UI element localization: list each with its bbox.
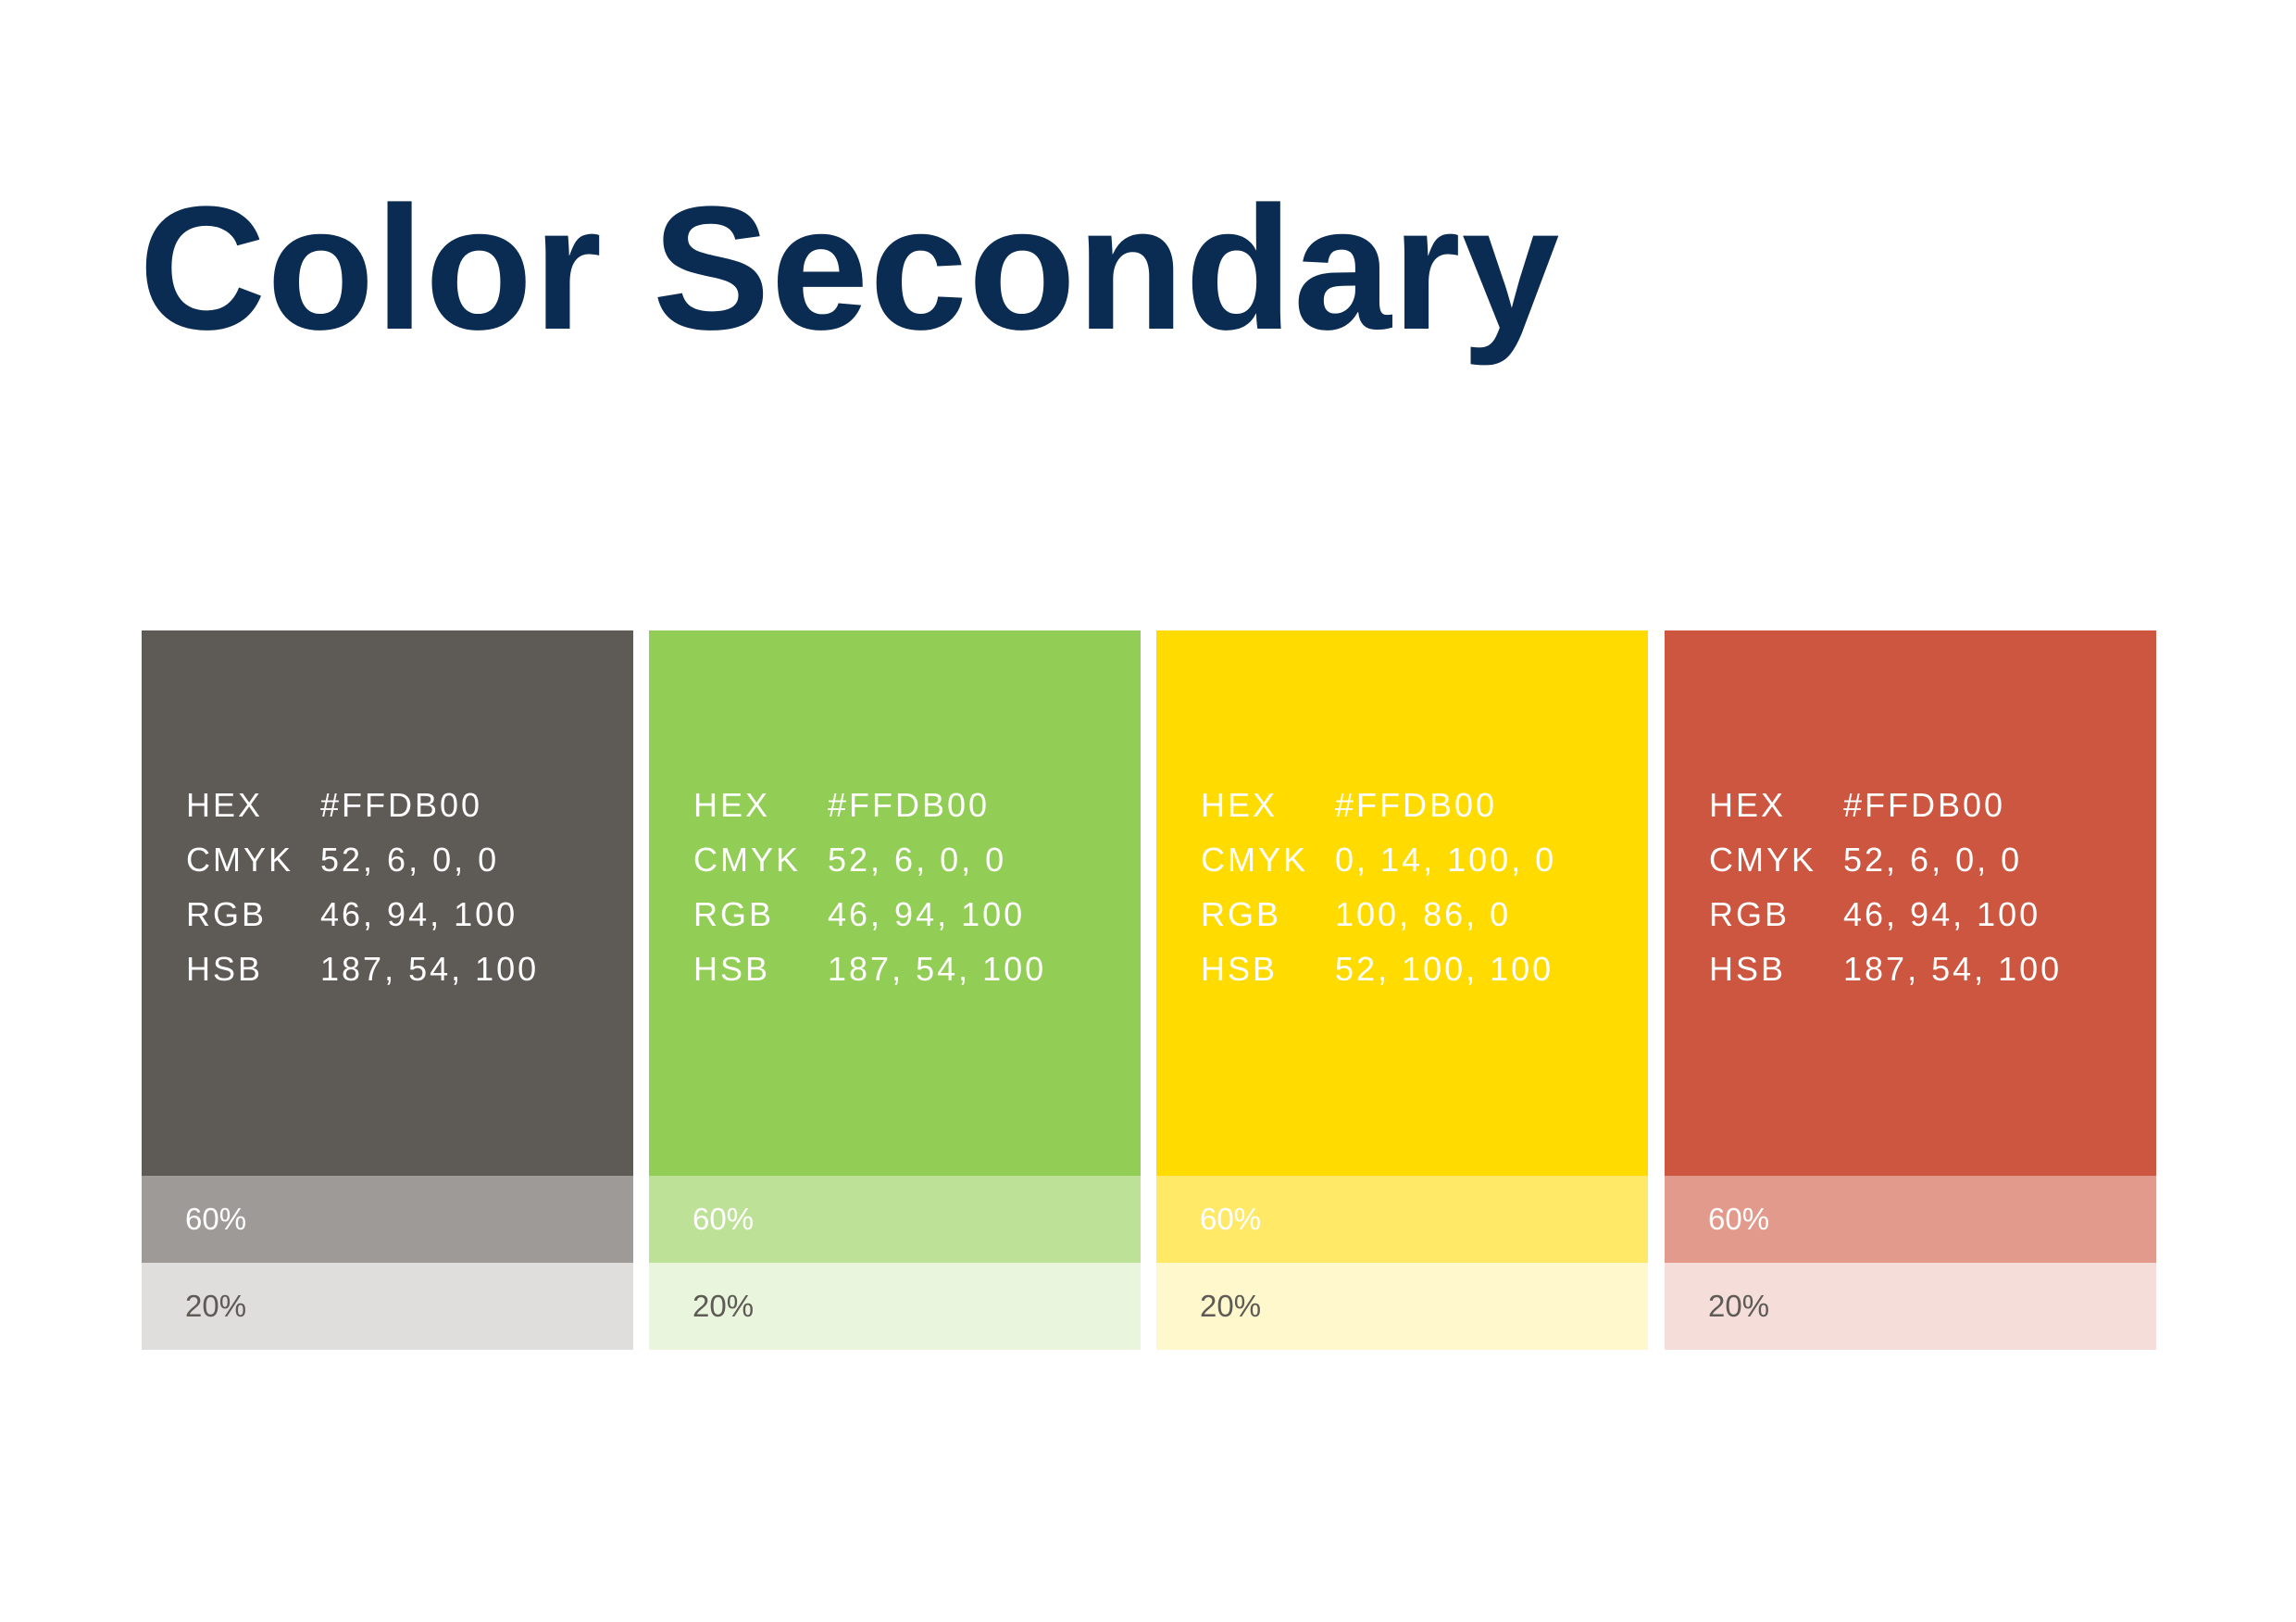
spec-label: HSB — [186, 950, 264, 988]
tint-60-band: 60% — [142, 1176, 633, 1263]
spec-row-rgb: RGB 46, 94, 100 — [1709, 887, 2062, 942]
page-title: Color Secondary — [139, 170, 1561, 367]
spec-label: RGB — [1709, 895, 1791, 933]
spec-value: 0, 14, 100, 0 — [1335, 841, 1557, 879]
spec-row-hsb: HSB 52, 100, 100 — [1201, 942, 1556, 996]
swatch-main-color: HEX #FFDB00 CMYK 52, 6, 0, 0 RGB 46, 94,… — [142, 630, 633, 1176]
spec-value: 187, 54, 100 — [828, 950, 1047, 988]
color-spec-list: HEX #FFDB00 CMYK 52, 6, 0, 0 RGB 46, 94,… — [1709, 778, 2062, 996]
tint-60-band: 60% — [649, 1176, 1141, 1263]
spec-value: 52, 6, 0, 0 — [320, 841, 500, 879]
spec-label: HSB — [693, 950, 771, 988]
tint-60-band: 60% — [1156, 1176, 1648, 1263]
spec-value: 52, 6, 0, 0 — [828, 841, 1007, 879]
spec-row-hsb: HSB 187, 54, 100 — [186, 942, 539, 996]
spec-label: CMYK — [186, 841, 294, 879]
spec-label: RGB — [1201, 895, 1282, 933]
spec-row-cmyk: CMYK 52, 6, 0, 0 — [1709, 832, 2062, 887]
swatch-main-color: HEX #FFDB00 CMYK 52, 6, 0, 0 RGB 46, 94,… — [1665, 630, 2156, 1176]
swatch-card-dark-gray: HEX #FFDB00 CMYK 52, 6, 0, 0 RGB 46, 94,… — [142, 630, 633, 1351]
swatch-main-color: HEX #FFDB00 CMYK 0, 14, 100, 0 RGB 100, … — [1156, 630, 1648, 1176]
spec-value: 52, 6, 0, 0 — [1843, 841, 2023, 879]
tint-20-band: 20% — [1156, 1263, 1648, 1350]
spec-label: HEX — [186, 786, 264, 824]
swatch-row: HEX #FFDB00 CMYK 52, 6, 0, 0 RGB 46, 94,… — [142, 630, 2156, 1351]
spec-label: RGB — [693, 895, 775, 933]
spec-value: 52, 100, 100 — [1335, 950, 1554, 988]
spec-row-hsb: HSB 187, 54, 100 — [1709, 942, 2062, 996]
swatch-main-color: HEX #FFDB00 CMYK 52, 6, 0, 0 RGB 46, 94,… — [649, 630, 1141, 1176]
spec-row-hex: HEX #FFDB00 — [186, 778, 539, 832]
tint-20-band: 20% — [649, 1263, 1141, 1350]
spec-value: 100, 86, 0 — [1335, 895, 1512, 933]
spec-value: #FFDB00 — [1843, 786, 2006, 824]
spec-label: HEX — [1709, 786, 1787, 824]
tint-60-band: 60% — [1665, 1176, 2156, 1263]
spec-label: HEX — [1201, 786, 1279, 824]
spec-value: 187, 54, 100 — [1843, 950, 2063, 988]
color-spec-list: HEX #FFDB00 CMYK 52, 6, 0, 0 RGB 46, 94,… — [693, 778, 1046, 996]
spec-row-rgb: RGB 100, 86, 0 — [1201, 887, 1556, 942]
spec-value: 46, 94, 100 — [320, 895, 518, 933]
spec-label: HSB — [1709, 950, 1787, 988]
spec-value: 187, 54, 100 — [320, 950, 540, 988]
spec-value: #FFDB00 — [828, 786, 991, 824]
spec-value: #FFDB00 — [320, 786, 483, 824]
spec-row-hex: HEX #FFDB00 — [1709, 778, 2062, 832]
spec-label: HEX — [693, 786, 771, 824]
spec-row-cmyk: CMYK 52, 6, 0, 0 — [693, 832, 1046, 887]
spec-row-hex: HEX #FFDB00 — [1201, 778, 1556, 832]
spec-row-rgb: RGB 46, 94, 100 — [693, 887, 1046, 942]
spec-row-hex: HEX #FFDB00 — [693, 778, 1046, 832]
spec-label: RGB — [186, 895, 268, 933]
spec-row-cmyk: CMYK 52, 6, 0, 0 — [186, 832, 539, 887]
tint-20-band: 20% — [142, 1263, 633, 1350]
spec-label: CMYK — [1709, 841, 1817, 879]
spec-value: 46, 94, 100 — [1843, 895, 2041, 933]
spec-row-hsb: HSB 187, 54, 100 — [693, 942, 1046, 996]
spec-value: 46, 94, 100 — [828, 895, 1026, 933]
spec-label: HSB — [1201, 950, 1279, 988]
swatch-card-yellow: HEX #FFDB00 CMYK 0, 14, 100, 0 RGB 100, … — [1156, 630, 1648, 1351]
spec-row-cmyk: CMYK 0, 14, 100, 0 — [1201, 832, 1556, 887]
swatch-card-red: HEX #FFDB00 CMYK 52, 6, 0, 0 RGB 46, 94,… — [1665, 630, 2156, 1351]
tint-20-band: 20% — [1665, 1263, 2156, 1350]
spec-label: CMYK — [693, 841, 802, 879]
spec-row-rgb: RGB 46, 94, 100 — [186, 887, 539, 942]
spec-value: #FFDB00 — [1335, 786, 1498, 824]
color-spec-list: HEX #FFDB00 CMYK 52, 6, 0, 0 RGB 46, 94,… — [186, 778, 539, 996]
spec-label: CMYK — [1201, 841, 1309, 879]
swatch-card-green: HEX #FFDB00 CMYK 52, 6, 0, 0 RGB 46, 94,… — [649, 630, 1141, 1351]
color-spec-list: HEX #FFDB00 CMYK 0, 14, 100, 0 RGB 100, … — [1201, 778, 1556, 996]
